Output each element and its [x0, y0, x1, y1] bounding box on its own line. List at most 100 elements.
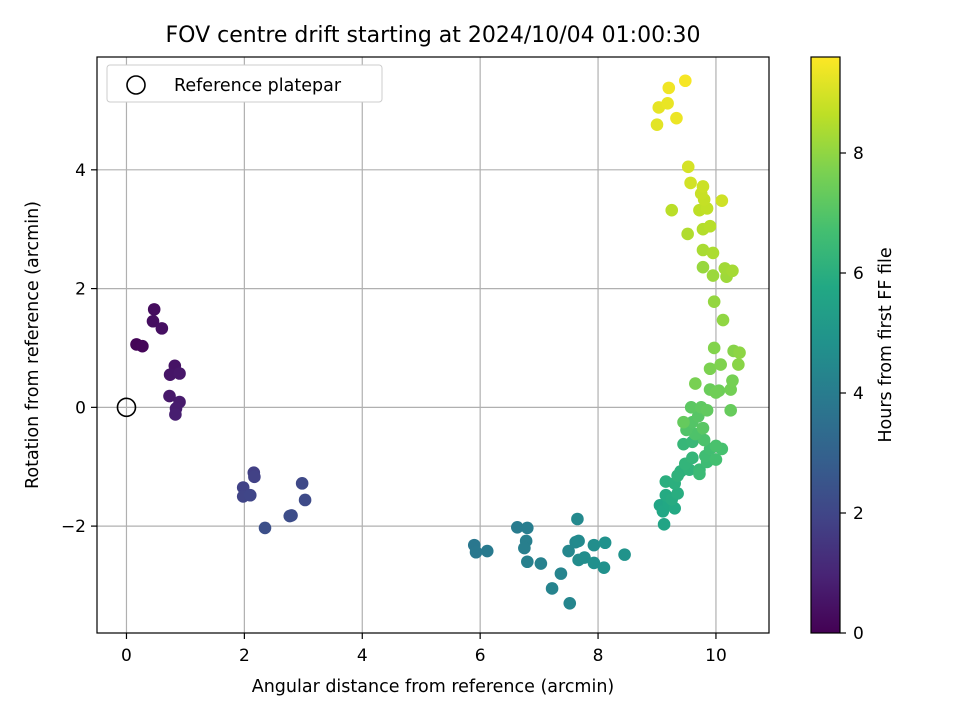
data-point	[243, 488, 257, 502]
data-point	[706, 246, 720, 260]
data-point	[587, 556, 601, 570]
data-point	[662, 81, 676, 95]
data-point	[650, 118, 664, 131]
data-point	[661, 97, 674, 110]
x-axis-label: Angular distance from reference (arcmin)	[252, 677, 615, 697]
x-tick-label: 0	[121, 646, 132, 666]
data-point	[521, 555, 534, 569]
chart-title: FOV centre drift starting at 2024/10/04 …	[166, 23, 701, 48]
y-axis-label: Rotation from reference (arcmin)	[23, 201, 43, 489]
x-tick-label: 6	[475, 646, 486, 666]
data-point	[572, 534, 585, 548]
data-point	[681, 160, 695, 174]
data-point	[700, 404, 714, 417]
data-point	[283, 509, 297, 523]
data-point	[298, 493, 312, 507]
data-point	[724, 404, 737, 417]
x-tick-label: 10	[705, 646, 727, 666]
reference-marker	[116, 397, 137, 418]
data-point	[147, 303, 161, 316]
legend-box	[106, 64, 383, 103]
data-point	[686, 451, 699, 465]
data-point	[163, 389, 176, 403]
data-point	[671, 469, 684, 482]
x-tick-label: 8	[593, 646, 604, 666]
data-point	[169, 408, 182, 421]
data-point	[598, 536, 612, 550]
data-point	[562, 544, 575, 558]
colorbar-gradient	[810, 56, 841, 634]
data-point	[163, 368, 177, 381]
data-point	[707, 341, 721, 355]
data-point	[670, 111, 683, 125]
colorbar-tick-label: 2	[853, 504, 864, 524]
data-point	[258, 521, 272, 535]
y-tick-label: −2	[61, 517, 86, 537]
colorbar-tick-label: 0	[853, 624, 864, 644]
data-point	[534, 557, 548, 570]
data-point	[173, 367, 186, 380]
data-point	[715, 194, 729, 208]
colorbar-tick-label: 6	[853, 264, 864, 284]
colorbar-tick-label: 4	[853, 384, 864, 404]
data-point	[678, 74, 692, 88]
x-tick-label: 2	[239, 646, 250, 666]
data-point	[671, 487, 684, 500]
data-point	[563, 597, 577, 610]
y-tick-label: 0	[75, 398, 86, 418]
colorbar-tick-label: 8	[853, 144, 864, 164]
data-points	[130, 74, 746, 610]
data-point	[709, 439, 723, 453]
data-point	[732, 358, 745, 371]
data-point	[665, 203, 679, 217]
data-point	[657, 518, 671, 531]
data-point	[706, 269, 720, 282]
data-point	[726, 374, 739, 387]
data-point	[733, 346, 746, 360]
data-point	[618, 548, 631, 561]
data-point	[709, 453, 723, 466]
data-point	[597, 561, 611, 574]
y-ticks: −2 0 2 4	[61, 161, 97, 537]
data-point	[587, 538, 601, 552]
plot-frame	[96, 56, 770, 634]
data-point	[480, 544, 494, 558]
data-point	[696, 243, 710, 257]
data-point	[510, 521, 524, 534]
data-point	[693, 467, 706, 481]
data-point	[545, 582, 559, 595]
legend: Reference platepar	[106, 64, 383, 103]
data-point	[155, 322, 169, 335]
colorbar-ticks: 0 2 4 6 8	[840, 144, 864, 644]
data-point	[146, 314, 160, 328]
data-point	[681, 227, 694, 241]
data-point	[684, 176, 697, 190]
x-ticks: 0 2 4 6 8 10	[121, 633, 727, 666]
data-point	[696, 421, 710, 435]
legend-reference-marker	[126, 75, 146, 95]
data-point	[521, 521, 534, 535]
data-point	[469, 545, 483, 559]
data-point	[703, 362, 717, 376]
data-point	[709, 386, 723, 399]
data-point	[714, 358, 727, 371]
data-point	[716, 313, 730, 327]
x-tick-label: 4	[357, 646, 368, 666]
data-point	[689, 377, 702, 390]
data-point	[697, 433, 711, 447]
y-tick-label: 4	[75, 161, 86, 181]
data-point	[136, 339, 149, 353]
data-point	[295, 477, 309, 490]
data-point	[696, 180, 710, 193]
data-point	[707, 295, 721, 308]
data-point	[677, 415, 690, 429]
data-point	[571, 512, 584, 526]
data-point	[684, 401, 698, 414]
data-point	[554, 567, 568, 580]
data-point	[696, 260, 710, 274]
data-point	[578, 551, 591, 564]
data-point	[248, 470, 261, 484]
data-point	[703, 219, 717, 233]
colorbar: 0 2 4 6 8 Hours from first FF file	[810, 56, 896, 644]
